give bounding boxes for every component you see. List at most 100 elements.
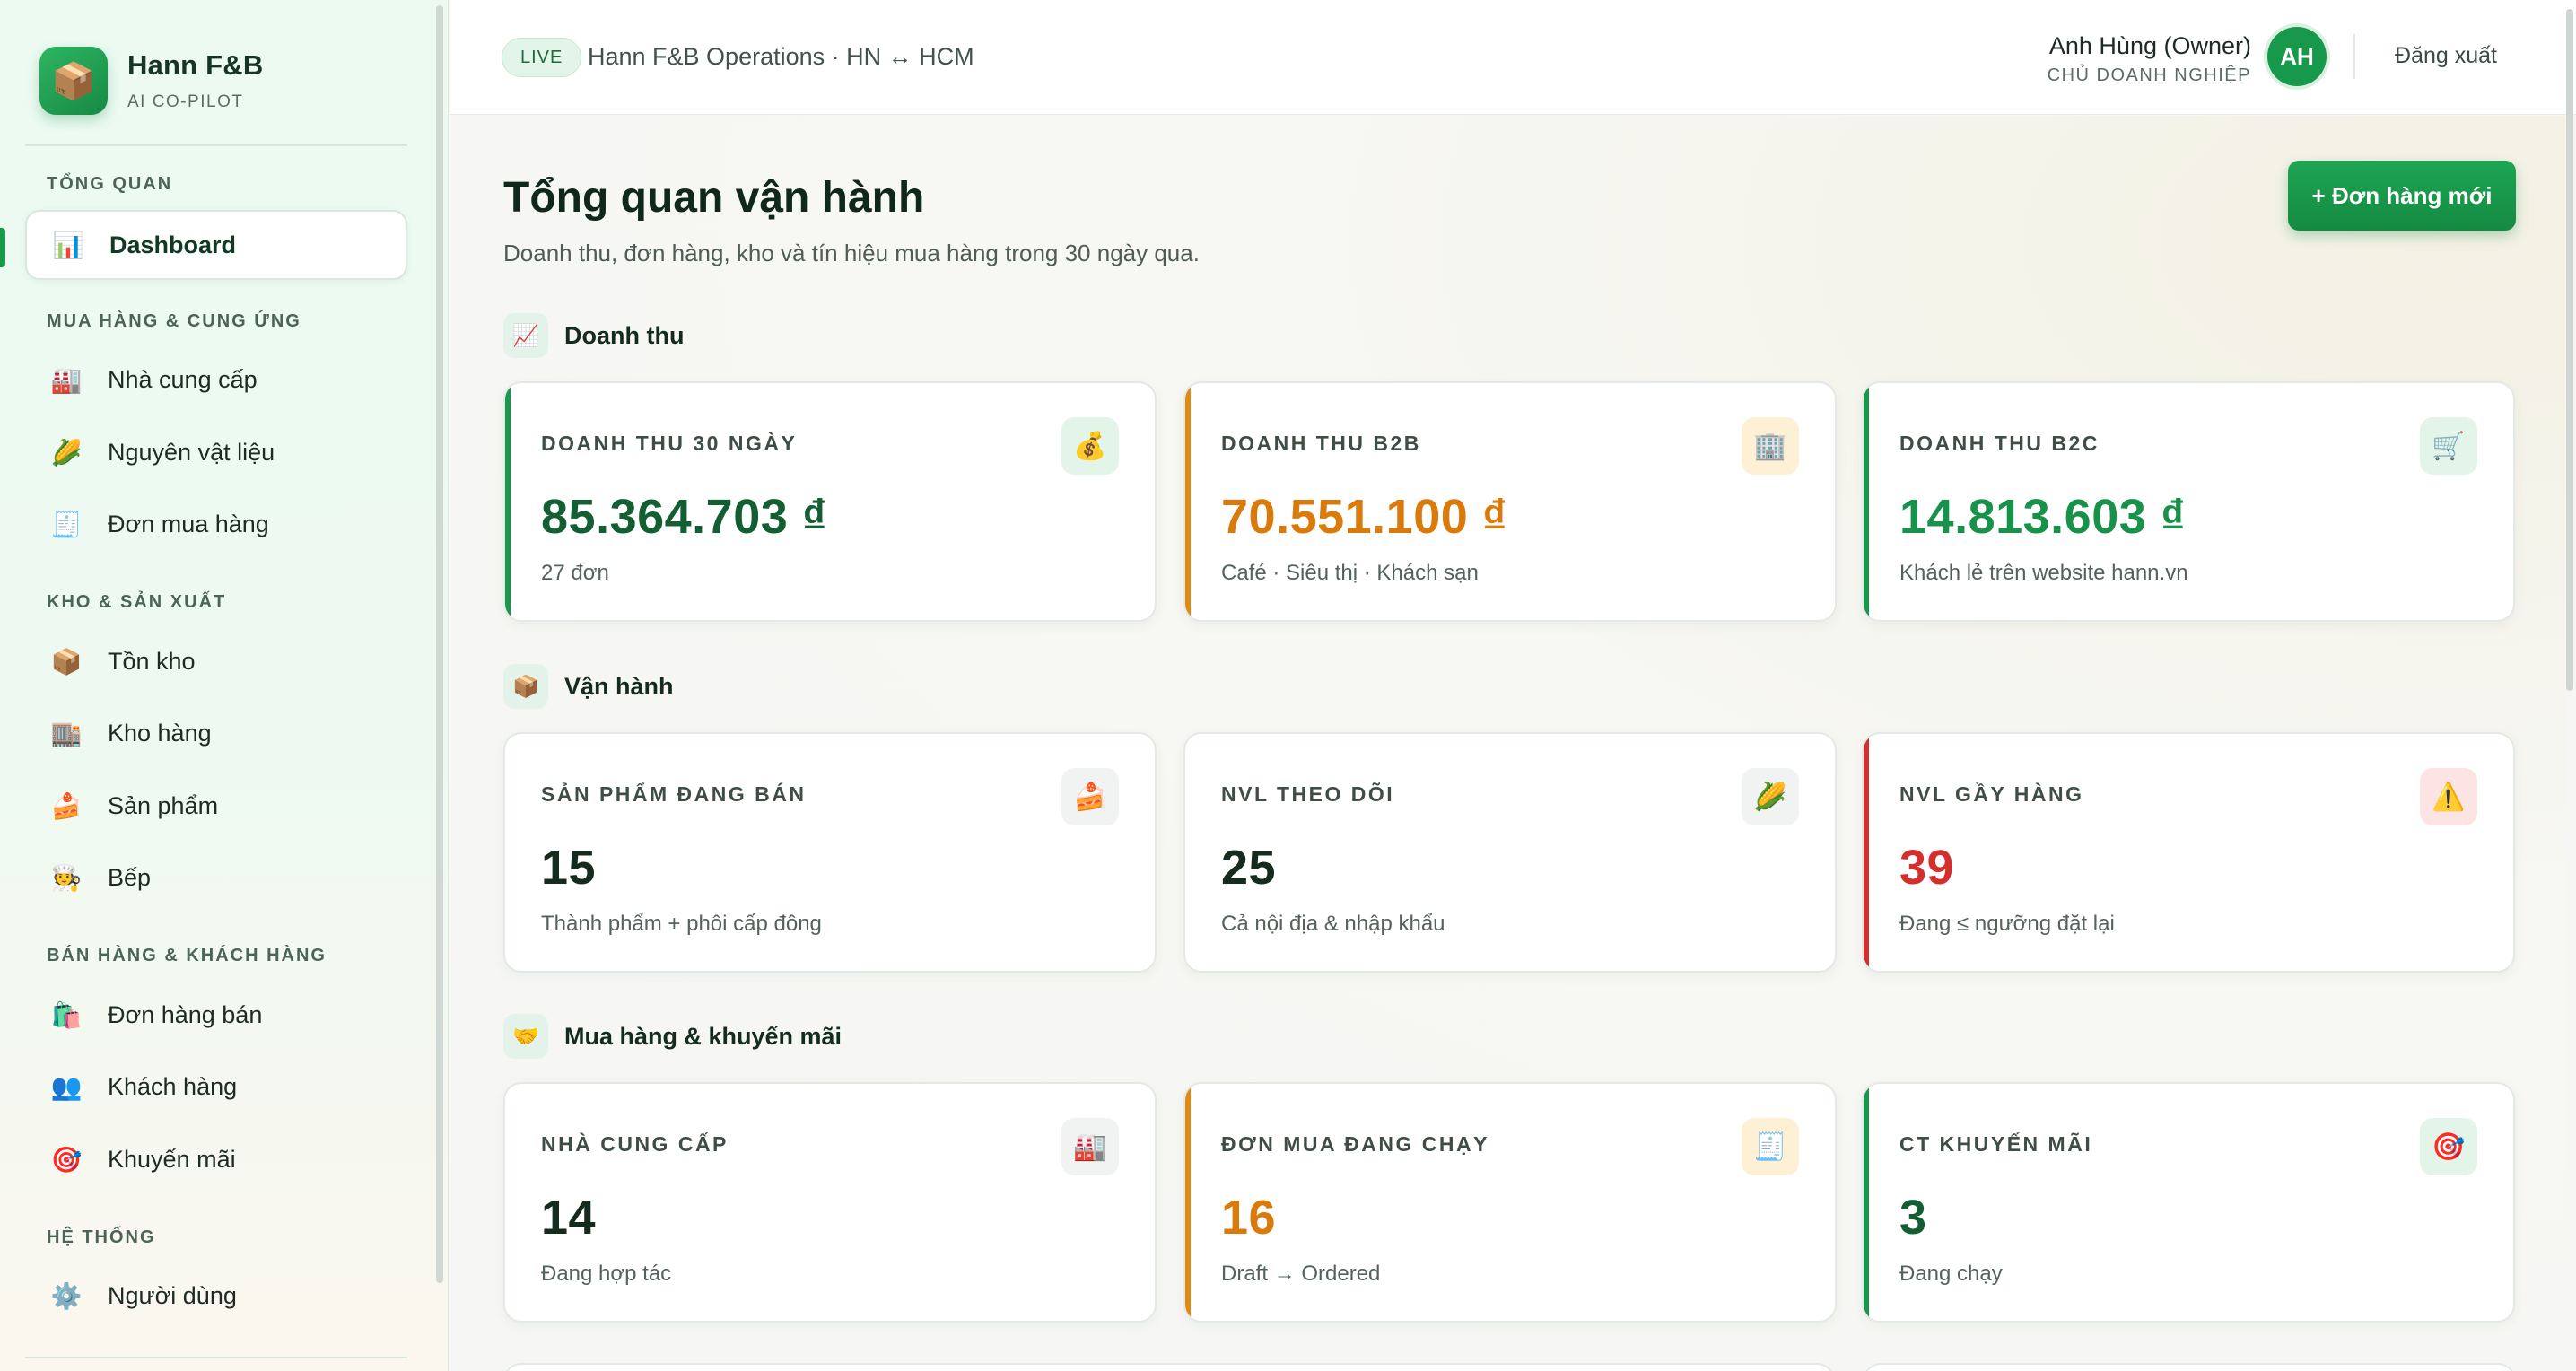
factory-icon: 🏭 xyxy=(1061,1118,1119,1175)
card-note: Đang ≤ ngưỡng đặt lại xyxy=(1899,912,2115,936)
target-icon: 🎯 xyxy=(50,1145,83,1174)
card-note: Café · Siêu thị · Khách sạn xyxy=(1221,561,1479,585)
card-accent-bar xyxy=(1185,1084,1191,1321)
stat-card[interactable]: DOANH THU 30 NGÀY 💰 85.364.703 ₫ 27 đơn xyxy=(503,381,1157,622)
warning-icon: ⚠️ xyxy=(2420,768,2477,825)
sidebar-item-label: Kho hàng xyxy=(108,720,212,747)
live-badge: LIVE xyxy=(502,38,582,77)
new-order-button[interactable]: + Đơn hàng mới xyxy=(2288,161,2516,231)
section-header: 🤝 Mua hàng & khuyến mãi xyxy=(503,1014,842,1059)
card-accent-bar xyxy=(1864,383,1869,620)
main-scrollbar[interactable] xyxy=(2566,9,2573,691)
building-icon: 🏬 xyxy=(50,720,83,747)
sidebar-item-label: Bếp xyxy=(108,864,152,891)
brand[interactable]: 📦 Hann F&B AI CO-PILOT xyxy=(39,47,263,115)
card-value: 14.813.603 ₫ xyxy=(1899,490,2186,544)
sidebar-item-label: Dashboard xyxy=(109,231,237,258)
section-title: Vận hành xyxy=(564,672,674,700)
sidebar-item-bar-chart[interactable]: 📊 Dashboard xyxy=(25,210,407,280)
brand-subtitle: AI CO-PILOT xyxy=(127,92,244,111)
factory-icon: 🏭 xyxy=(50,366,83,394)
sidebar-scrollbar[interactable] xyxy=(436,5,443,1283)
card-value: 25 xyxy=(1221,841,1277,895)
sidebar-item-label: Nguyên vật liệu xyxy=(108,438,275,466)
sidebar-item-chef[interactable]: 🧑‍🍳 Bếp xyxy=(25,843,407,913)
chart-up-icon: 📈 xyxy=(503,313,548,358)
card-value: 85.364.703 ₫ xyxy=(541,490,827,544)
people-icon: 👥 xyxy=(50,1073,83,1101)
stat-card-partial xyxy=(1863,1363,2516,1371)
receipt-icon: 🧾 xyxy=(50,511,83,538)
cake-icon: 🍰 xyxy=(50,791,83,820)
card-accent-bar xyxy=(1864,734,1869,971)
divider xyxy=(25,1357,407,1358)
corn-icon: 🌽 xyxy=(50,438,83,467)
money-bag-icon: 💰 xyxy=(1061,417,1119,475)
sidebar-item-people[interactable]: 👥 Khách hàng xyxy=(25,1052,407,1122)
sidebar-item-target[interactable]: 🎯 Khuyến mãi xyxy=(25,1124,407,1194)
sidebar-item-factory[interactable]: 🏭 Nhà cung cấp xyxy=(25,345,407,415)
card-value: 3 xyxy=(1899,1191,1927,1244)
section-header: 📦 Vận hành xyxy=(503,664,674,709)
stat-card[interactable]: NVL THEO DÕI 🌽 25 Cả nội địa & nhập khẩu xyxy=(1183,732,1837,973)
sidebar-item-shopping-bag[interactable]: 🛍️ Đơn hàng bán xyxy=(25,980,407,1050)
card-note: Draft → Ordered xyxy=(1221,1262,1381,1286)
logout-button[interactable]: Đăng xuất xyxy=(2395,43,2497,68)
stat-card[interactable]: DOANH THU B2C 🛒 14.813.603 ₫ Khách lẻ trên … xyxy=(1862,381,2515,622)
stat-card[interactable]: ĐƠN MUA ĐANG CHẠY 🧾 16 Draft → Ordered xyxy=(1183,1082,1837,1323)
target-icon: 🎯 xyxy=(2420,1118,2477,1175)
sidebar-item-label: Sản phẩm xyxy=(108,791,219,819)
stat-card[interactable]: SẢN PHẨM ĐANG BÁN 🍰 15 Thành phẩm + phôi cấ… xyxy=(503,732,1157,973)
card-value: 14 xyxy=(541,1191,597,1244)
sidebar: 📦 Hann F&B AI CO-PILOT TỔNG QUAN 📊 Dashboa… xyxy=(0,0,449,1371)
handshake-icon: 🤝 xyxy=(503,1014,548,1059)
card-value: 16 xyxy=(1221,1191,1277,1244)
box-icon: 📦 xyxy=(503,664,548,709)
sidebar-item-label: Tồn kho xyxy=(108,647,196,675)
package-icon: 📦 xyxy=(39,47,108,115)
cake-icon: 🍰 xyxy=(1061,768,1119,825)
section-header: 📈 Doanh thu xyxy=(503,313,684,358)
card-accent-bar xyxy=(1185,383,1191,620)
sidebar-item-cake[interactable]: 🍰 Sản phẩm xyxy=(25,771,407,841)
nav-section-title: MUA HÀNG & CUNG ỨNG xyxy=(47,310,301,331)
card-value: 70.551.100 ₫ xyxy=(1221,490,1507,544)
section-title: Doanh thu xyxy=(564,321,685,349)
stat-card[interactable]: DOANH THU B2B 🏢 70.551.100 ₫ Café · Siêu th… xyxy=(1183,381,1837,622)
top-header: LIVE Hann F&B Operations · HN ↔ HCM Anh … xyxy=(450,0,2576,115)
sidebar-item-label: Khuyến mãi xyxy=(108,1145,236,1173)
card-note: 27 đơn xyxy=(541,561,609,585)
brand-name: Hann F&B xyxy=(127,49,264,81)
sidebar-item-corn[interactable]: 🌽 Nguyên vật liệu xyxy=(25,417,407,487)
page-subtitle: Doanh thu, đơn hàng, kho và tín hiệu mua… xyxy=(503,240,1200,266)
sidebar-item-building[interactable]: 🏬 Kho hàng xyxy=(25,699,407,769)
card-label: NHÀ CUNG CẤP xyxy=(541,1132,729,1156)
sidebar-item-label: Nhà cung cấp xyxy=(108,366,258,393)
cart-icon: 🛒 xyxy=(2420,417,2477,475)
sidebar-item-label: Người dùng xyxy=(108,1282,237,1309)
sidebar-item-box[interactable]: 📦 Tồn kho xyxy=(25,626,407,696)
card-label: DOANH THU B2C xyxy=(1899,432,2100,455)
bar-chart-icon: 📊 xyxy=(52,231,84,259)
card-note: Đang hợp tác xyxy=(541,1262,672,1286)
user-info: Anh Hùng (Owner) CHỦ DOANH NGHIỆP xyxy=(2048,32,2251,86)
card-label: NVL THEO DÕI xyxy=(1221,782,1395,806)
gear-icon: ⚙️ xyxy=(50,1282,83,1310)
stat-card[interactable]: CT KHUYẾN MÃI 🎯 3 Đang chạy xyxy=(1862,1082,2515,1323)
sidebar-item-label: Khách hàng xyxy=(108,1073,238,1100)
stat-card[interactable]: NVL GẦY HÀNG ⚠️ 39 Đang ≤ ngưỡng đặt lại xyxy=(1862,732,2515,973)
sidebar-item-receipt[interactable]: 🧾 Đơn mua hàng xyxy=(25,490,407,560)
stat-card[interactable]: NHÀ CUNG CẤP 🏭 14 Đang hợp tác xyxy=(503,1082,1157,1323)
card-accent-bar xyxy=(1864,1084,1869,1321)
card-label: NVL GẦY HÀNG xyxy=(1899,782,2084,806)
nav-section-title: TỔNG QUAN xyxy=(47,174,173,194)
operations-title: Hann F&B Operations · HN ↔ HCM xyxy=(588,43,974,70)
nav-section-title: HỆ THỐNG xyxy=(47,1227,156,1247)
nav-section-title: KHO & SẢN XUẤT xyxy=(47,592,227,612)
receipt-icon: 🧾 xyxy=(1742,1118,1799,1175)
avatar[interactable]: AH xyxy=(2267,27,2327,86)
sidebar-item-gear[interactable]: ⚙️ Người dùng xyxy=(25,1262,407,1332)
chef-icon: 🧑‍🍳 xyxy=(50,864,83,892)
stat-card-partial xyxy=(503,1363,1835,1371)
shopping-bag-icon: 🛍️ xyxy=(50,1000,83,1029)
